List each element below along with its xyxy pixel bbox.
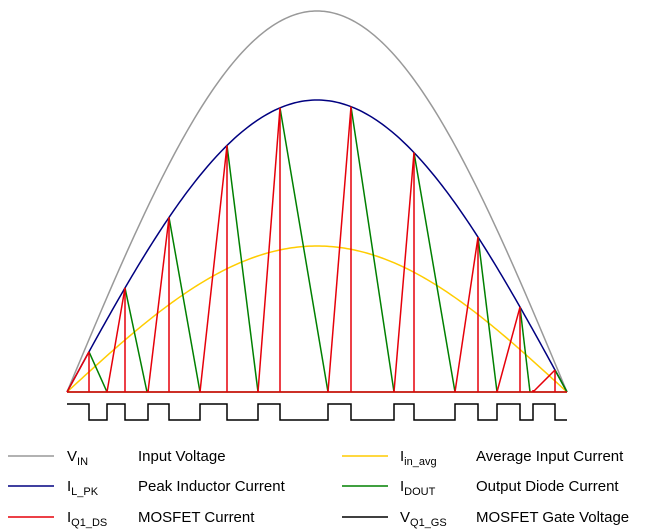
diode-current-ramp	[88, 351, 108, 393]
legend-label-input-voltage: Input Voltage	[138, 448, 226, 465]
diode-current-ramp	[477, 236, 498, 393]
mosfet-current-ramp	[454, 236, 479, 393]
output-diode-current-waveform	[67, 106, 568, 393]
legend-label-mosfet-gate-voltage: MOSFET Gate Voltage	[476, 509, 629, 526]
legend-symbol-average-input-current: Iin_avg	[400, 448, 437, 468]
mosfet-current-ramp	[496, 306, 521, 393]
legend-label-mosfet-current: MOSFET Current	[138, 509, 255, 526]
diode-current-ramp	[413, 152, 456, 393]
legend-symbol-mosfet-gate-voltage: VQ1_GS	[400, 509, 447, 529]
legend-symbol-peak-inductor-current: IL_PK	[67, 478, 99, 498]
peak-inductor-current-curve	[66, 99, 568, 393]
legend-symbol-output-diode-current: IDOUT	[400, 478, 436, 498]
mosfet-current-ramp	[66, 351, 90, 393]
mosfet-current-ramp	[106, 287, 126, 393]
legend-item-peak-inductor-current: IL_PK Peak Inductor Current	[8, 478, 286, 498]
mosfet-current-ramp	[147, 217, 170, 393]
diode-current-ramp	[519, 306, 531, 393]
legend-item-mosfet-gate-voltage: VQ1_GS MOSFET Gate Voltage	[342, 509, 629, 529]
diode-current-ramp	[279, 107, 329, 393]
diode-current-ramp	[350, 106, 395, 393]
mosfet-current-ramp	[532, 369, 556, 393]
legend-label-output-diode-current: Output Diode Current	[476, 478, 619, 495]
diode-current-ramp	[168, 217, 201, 393]
average-input-current-curve	[66, 245, 568, 393]
mosfet-current-waveform	[66, 106, 567, 393]
mosfet-current-ramp	[393, 152, 415, 393]
mosfet-current-ramp	[257, 107, 281, 393]
legend-item-mosfet-current: IQ1_DS MOSFET Current	[8, 509, 255, 529]
legend-label-average-input-current: Average Input Current	[476, 448, 624, 465]
legend-item-input-voltage: VIN Input Voltage	[8, 448, 226, 468]
legend-label-peak-inductor-current: Peak Inductor Current	[138, 478, 286, 495]
diode-current-ramp	[226, 145, 259, 393]
mosfet-gate-voltage-waveform	[67, 403, 567, 421]
legend-symbol-input-voltage: VIN	[67, 448, 88, 468]
mosfet-current-ramp	[199, 145, 228, 393]
mosfet-current-ramp	[327, 106, 352, 393]
legend-item-average-input-current: Iin_avg Average Input Current	[342, 448, 624, 468]
input-voltage-curve	[66, 10, 568, 393]
legend-symbol-mosfet-current: IQ1_DS	[67, 509, 107, 529]
legend: VIN Input Voltage IL_PK Peak Inductor Cu…	[8, 448, 629, 529]
diode-current-ramp	[124, 287, 148, 393]
legend-item-output-diode-current: IDOUT Output Diode Current	[342, 478, 619, 498]
diode-current-ramp	[554, 369, 568, 393]
